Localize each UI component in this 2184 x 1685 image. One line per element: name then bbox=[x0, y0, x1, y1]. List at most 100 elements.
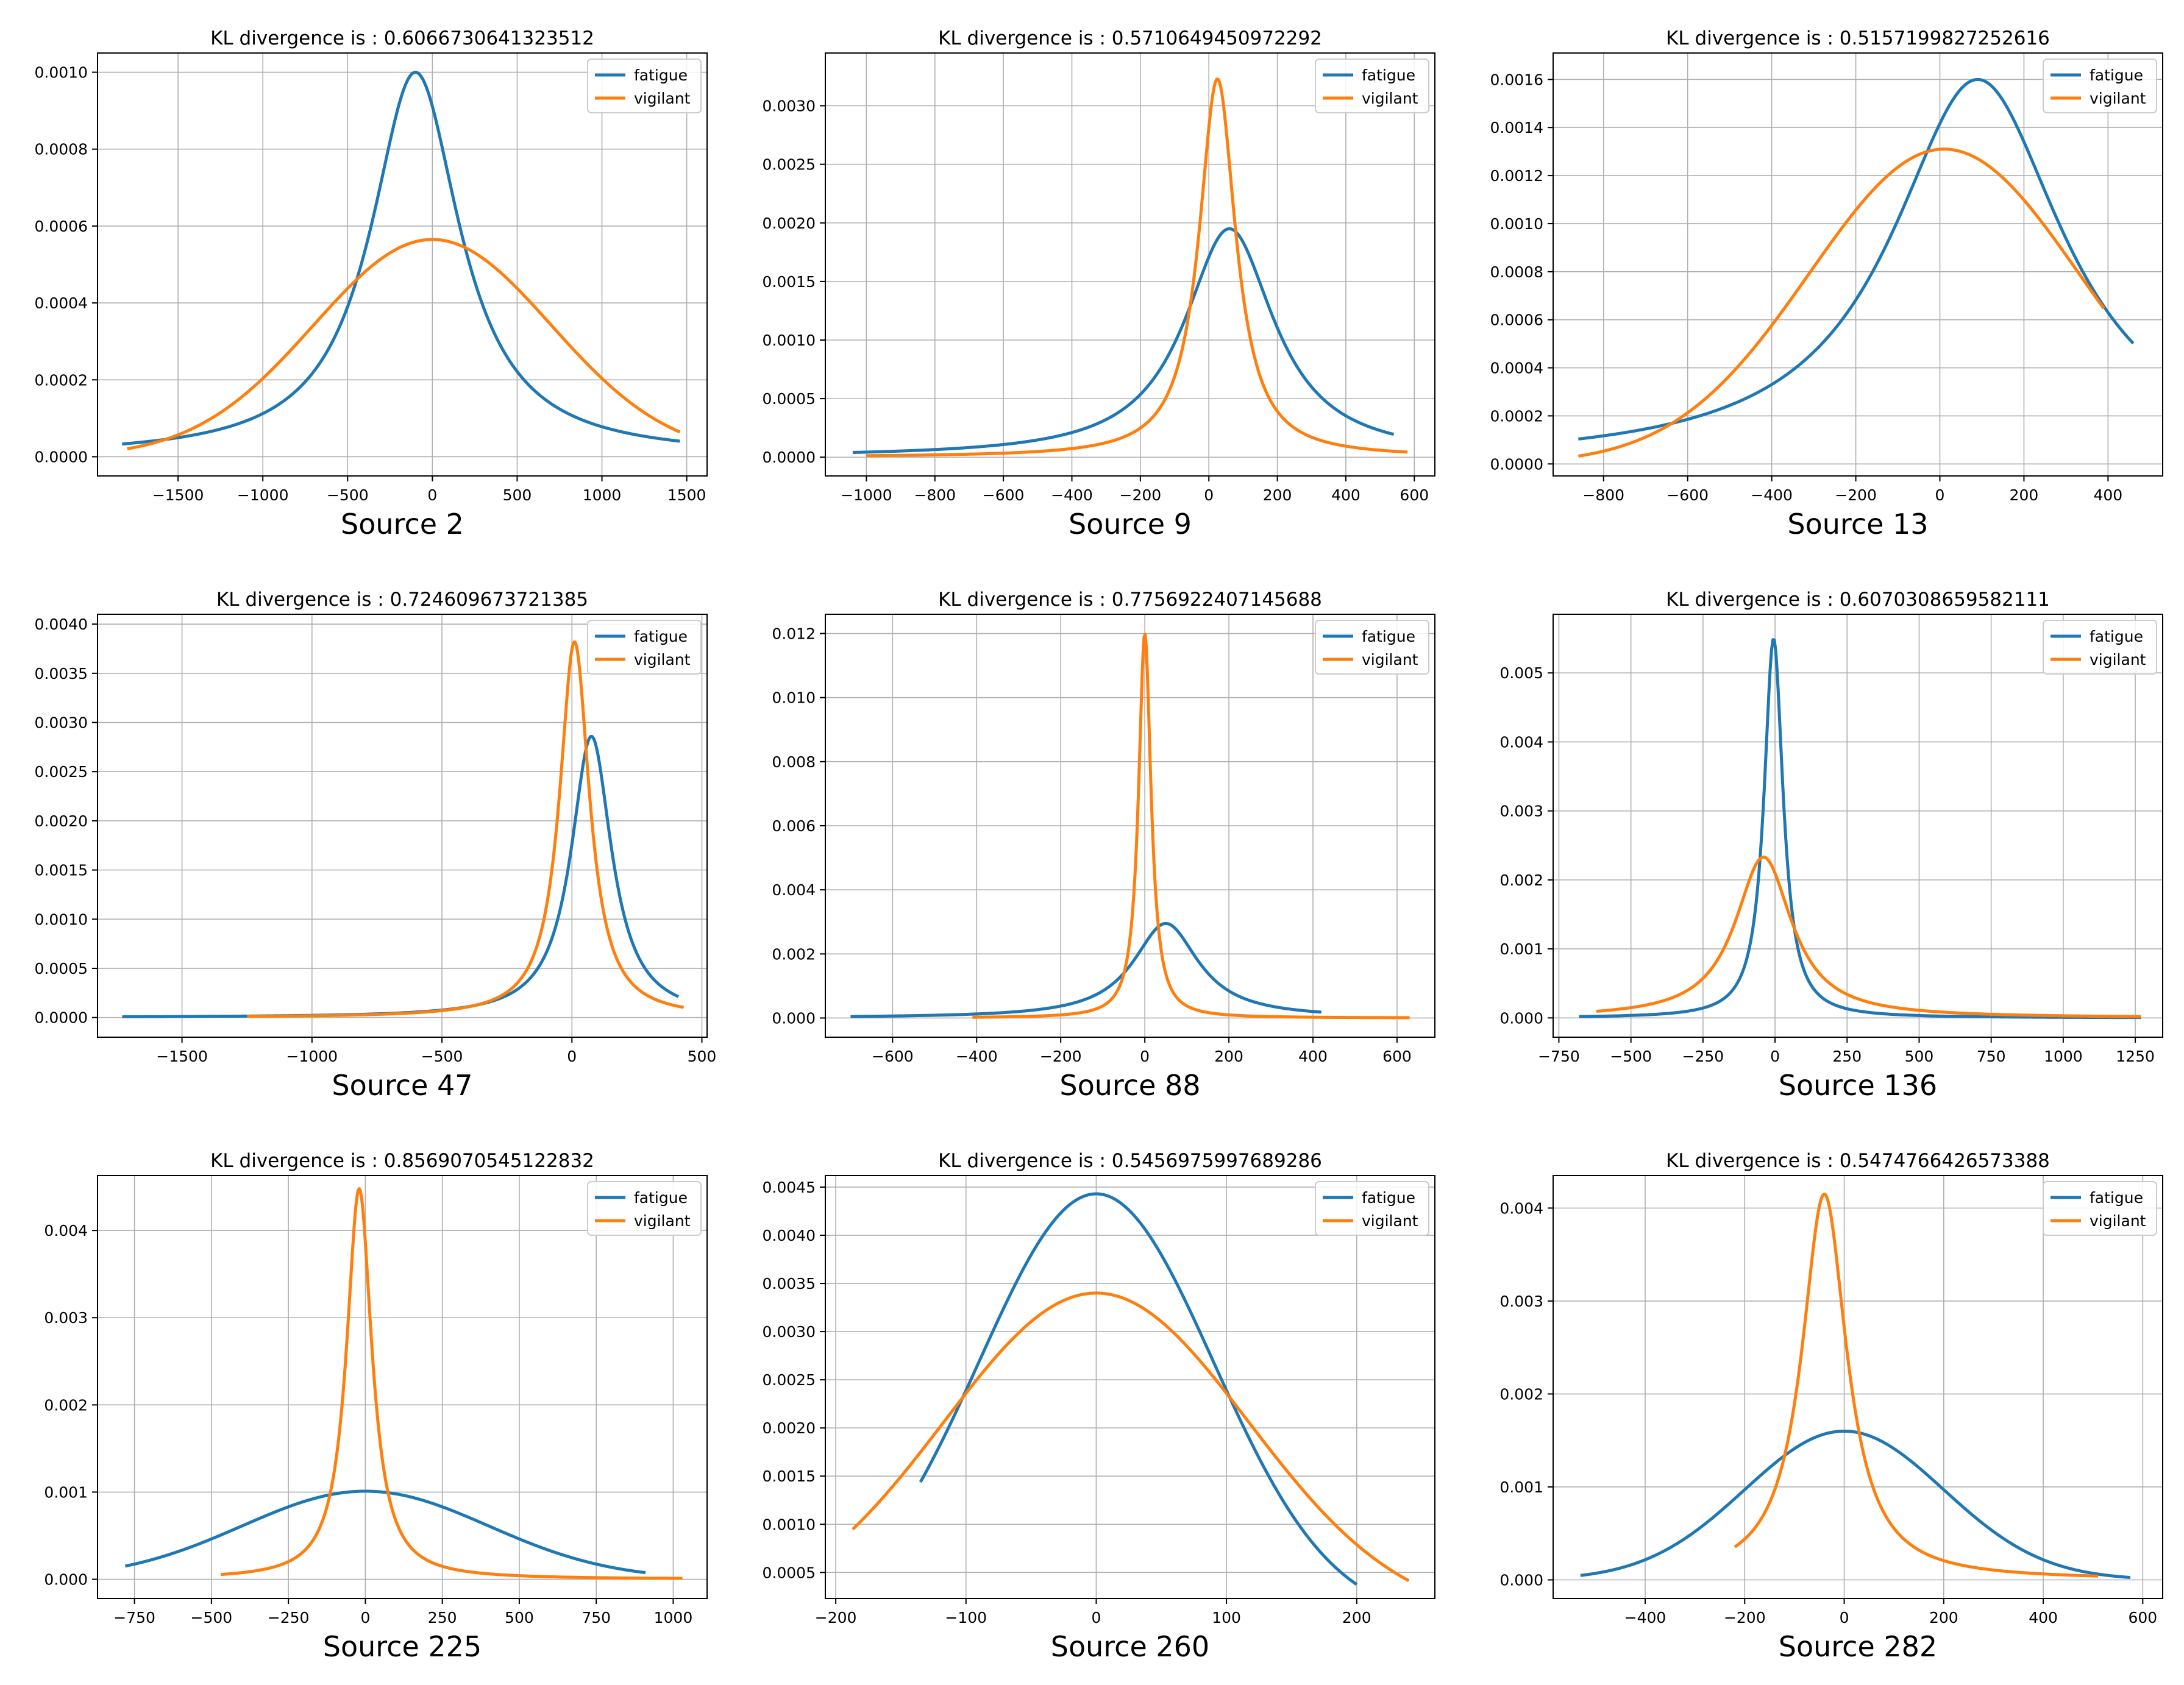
x-tick-label: −500 bbox=[421, 1048, 463, 1065]
y-tick-label: 0.002 bbox=[44, 1396, 88, 1414]
x-tick-label: 1000 bbox=[583, 486, 622, 504]
chart-title: KL divergence is : 0.5474766426573388 bbox=[1666, 1150, 2050, 1172]
plot-frame bbox=[825, 52, 1435, 477]
y-tick-label: 0.0005 bbox=[35, 960, 88, 977]
x-tick-label: 0 bbox=[427, 486, 437, 504]
x-tick-label: −400 bbox=[1751, 486, 1793, 504]
legend: fatigue vigilant bbox=[587, 59, 702, 113]
y-tick-label: 0.0030 bbox=[763, 98, 816, 115]
y-tick-label: 0.0015 bbox=[35, 862, 88, 879]
chart-panel: KL divergence is : 0.7756922407145688 −60… bbox=[728, 561, 1456, 1123]
y-tick-label: 0.000 bbox=[772, 1009, 816, 1027]
y-tick-label: 0.0005 bbox=[763, 1564, 816, 1581]
y-tick-label: 0.0002 bbox=[35, 371, 88, 389]
x-tick-label: −500 bbox=[191, 1609, 233, 1626]
x-tick-label: 0 bbox=[1840, 1609, 1849, 1626]
y-tick-label: 0.0020 bbox=[35, 812, 88, 830]
series-line-fatigue bbox=[850, 921, 1322, 1018]
chart-title: KL divergence is : 0.8569070545122832 bbox=[210, 1150, 594, 1172]
y-tick-label: 0.0010 bbox=[763, 1516, 816, 1533]
chart-panel: KL divergence is : 0.5157199827252616 −80… bbox=[1456, 0, 2183, 561]
chart-panel: KL divergence is : 0.5710649450972292 −10… bbox=[728, 0, 1456, 561]
plot-frame bbox=[1553, 1175, 2163, 1599]
y-tick-label: 0.003 bbox=[1499, 803, 1543, 820]
y-tick-label: 0.0000 bbox=[763, 449, 816, 466]
y-tick-label: 0.001 bbox=[44, 1483, 88, 1501]
chart-title: KL divergence is : 0.7756922407145688 bbox=[938, 589, 1322, 611]
y-tick-label: 0.0010 bbox=[35, 910, 88, 928]
y-tick-label: 0.005 bbox=[1499, 664, 1543, 682]
x-tick-label: −200 bbox=[1724, 1609, 1766, 1626]
legend-label-fatigue: fatigue bbox=[634, 1189, 688, 1207]
series-line-vigilant bbox=[852, 1291, 1410, 1582]
x-tick-label: 400 bbox=[1331, 486, 1361, 504]
y-tick-label: 0.004 bbox=[1499, 1199, 1543, 1217]
plot-frame bbox=[97, 1175, 708, 1599]
series-line-vigilant bbox=[1734, 1193, 2099, 1578]
plot-frame bbox=[97, 52, 708, 477]
y-tick-label: 0.0008 bbox=[35, 141, 88, 158]
y-tick-label: 0.0035 bbox=[763, 1275, 816, 1293]
x-tick-label: 200 bbox=[1214, 1048, 1243, 1065]
y-tick-label: 0.0010 bbox=[763, 332, 816, 349]
x-tick-label: 750 bbox=[582, 1609, 611, 1626]
legend: fatigue vigilant bbox=[1315, 620, 1429, 675]
legend: fatigue vigilant bbox=[587, 1181, 702, 1236]
y-tick-label: 0.010 bbox=[772, 689, 816, 707]
x-axis-label: Source 260 bbox=[1051, 1630, 1209, 1663]
series-line-vigilant bbox=[1596, 856, 2141, 1018]
legend-label-vigilant: vigilant bbox=[634, 1212, 691, 1230]
plot-frame bbox=[1553, 52, 2163, 477]
legend-label-vigilant: vigilant bbox=[634, 651, 691, 669]
y-tick-label: 0.0015 bbox=[763, 1467, 816, 1485]
x-tick-label: 600 bbox=[1382, 1048, 1412, 1065]
x-tick-label: 400 bbox=[2093, 486, 2122, 504]
y-tick-label: 0.0002 bbox=[1490, 407, 1543, 425]
legend: fatigue vigilant bbox=[2043, 620, 2157, 675]
legend-label-vigilant: vigilant bbox=[2090, 1212, 2146, 1230]
chart-panel: KL divergence is : 0.724609673721385 −150… bbox=[0, 561, 728, 1123]
y-tick-label: 0.0030 bbox=[35, 714, 88, 732]
y-tick-label: 0.012 bbox=[772, 625, 816, 643]
y-tick-label: 0.0000 bbox=[35, 1009, 88, 1027]
x-tick-label: 600 bbox=[2128, 1609, 2157, 1626]
legend-label-fatigue: fatigue bbox=[1362, 66, 1415, 84]
x-tick-label: −200 bbox=[1040, 1048, 1082, 1065]
x-tick-label: −1500 bbox=[152, 486, 204, 504]
chart-panel: KL divergence is : 0.5456975997689286 −20… bbox=[728, 1123, 1456, 1684]
chart-title: KL divergence is : 0.5157199827252616 bbox=[1666, 27, 2050, 49]
x-tick-label: −200 bbox=[815, 1609, 857, 1626]
chart-svg: KL divergence is : 0.5474766426573388 −40… bbox=[1499, 1150, 2163, 1663]
x-tick-label: 0 bbox=[1935, 486, 1945, 504]
series-line-fatigue bbox=[919, 1192, 1358, 1586]
x-tick-label: 200 bbox=[2010, 486, 2039, 504]
y-tick-label: 0.0008 bbox=[1490, 263, 1543, 281]
x-tick-label: −800 bbox=[914, 486, 956, 504]
x-tick-label: −750 bbox=[1538, 1048, 1580, 1065]
x-tick-label: 500 bbox=[688, 1048, 717, 1065]
x-tick-label: 400 bbox=[1298, 1048, 1328, 1065]
series-line-fatigue bbox=[122, 734, 680, 1018]
x-tick-label: −600 bbox=[872, 1048, 914, 1065]
legend: fatigue vigilant bbox=[2043, 59, 2157, 113]
chart-title: KL divergence is : 0.6070308659582111 bbox=[1666, 589, 2050, 611]
legend-label-fatigue: fatigue bbox=[2090, 628, 2143, 645]
legend-label-vigilant: vigilant bbox=[1362, 90, 1418, 107]
y-tick-label: 0.004 bbox=[772, 881, 816, 899]
y-tick-label: 0.003 bbox=[44, 1309, 88, 1327]
legend: fatigue vigilant bbox=[587, 620, 702, 675]
y-tick-label: 0.0025 bbox=[763, 156, 816, 174]
x-tick-label: 250 bbox=[1832, 1048, 1862, 1065]
chart-panel: KL divergence is : 0.6070308659582111 −75… bbox=[1456, 561, 2183, 1123]
y-tick-label: 0.0040 bbox=[763, 1227, 816, 1244]
x-axis-label: Source 47 bbox=[332, 1069, 472, 1102]
x-tick-label: −1500 bbox=[156, 1048, 208, 1065]
chart-svg: KL divergence is : 0.8569070545122832 −75… bbox=[44, 1150, 708, 1663]
legend: fatigue vigilant bbox=[2043, 1181, 2157, 1236]
y-tick-label: 0.002 bbox=[1499, 1385, 1543, 1403]
legend-label-fatigue: fatigue bbox=[2090, 1189, 2143, 1207]
legend-label-fatigue: fatigue bbox=[634, 628, 688, 645]
y-tick-label: 0.0040 bbox=[35, 615, 88, 633]
y-tick-label: 0.0010 bbox=[35, 64, 88, 82]
x-tick-label: 750 bbox=[1977, 1048, 2006, 1065]
